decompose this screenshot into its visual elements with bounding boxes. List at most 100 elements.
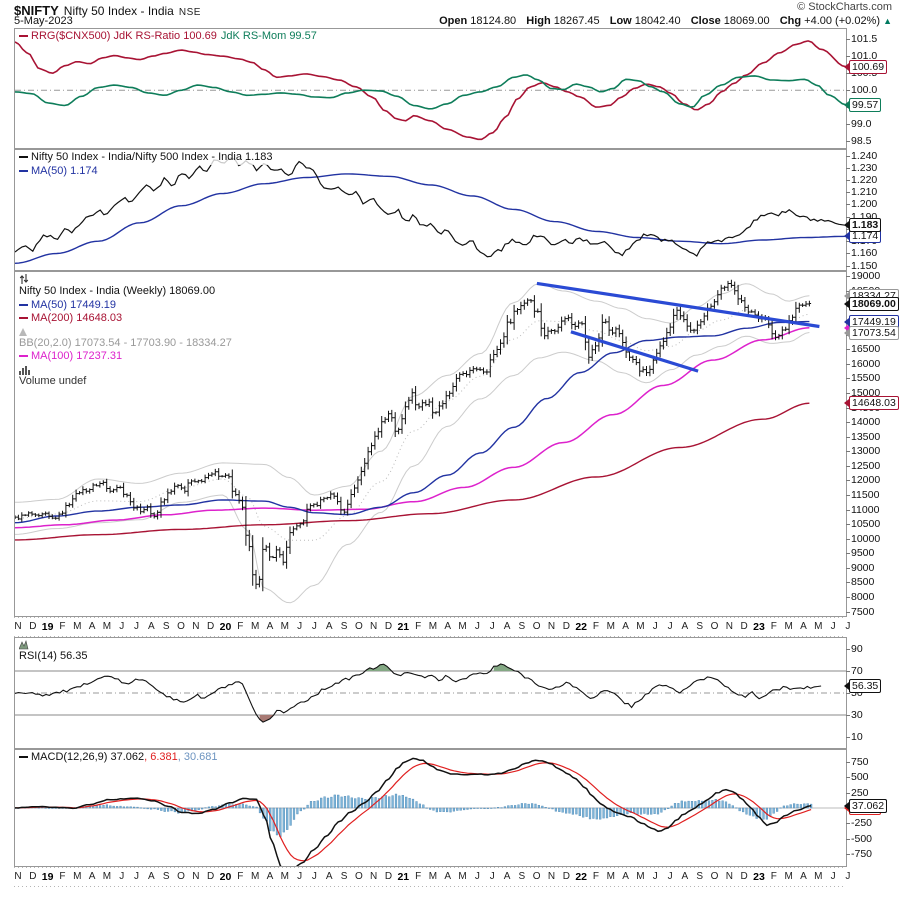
xaxis-month-label: J xyxy=(652,621,658,632)
xaxis-year-label: 22 xyxy=(575,621,587,633)
xaxis-month-label: A xyxy=(266,871,274,882)
panel-rsi: RSI(14) 56.35 xyxy=(14,637,847,749)
axis-tick-label: 7500 xyxy=(845,605,875,618)
macd-swatch-icon xyxy=(19,756,28,759)
xaxis-month-label: N xyxy=(547,871,556,882)
xaxis-month-label: A xyxy=(325,871,333,882)
xaxis-month-label: F xyxy=(592,871,600,882)
xaxis-month-label: A xyxy=(88,621,96,632)
chart-date: 5-May-2023 xyxy=(14,15,73,27)
axis-tick-label: 90 xyxy=(846,643,863,655)
axis-tick-label: 70 xyxy=(846,665,863,677)
axis-tick-label: 9000 xyxy=(845,561,875,574)
close-label: Close xyxy=(690,15,721,27)
xaxis-month-label: A xyxy=(444,621,452,632)
axis-tick-label: 11000 xyxy=(845,503,880,516)
macd-legend: MACD(12,26,9) 37.062, 6.381, 30.681 xyxy=(19,751,222,765)
xaxis-month-label: O xyxy=(710,621,719,632)
xaxis-month-label: S xyxy=(162,621,170,632)
rsi-icon xyxy=(19,640,29,650)
xaxis-month-label: N xyxy=(14,871,22,882)
candlestick-icon xyxy=(19,274,29,284)
xaxis-month-label: D xyxy=(29,871,37,882)
xaxis-month-label: J xyxy=(830,871,836,882)
xaxis-month-label: M xyxy=(636,871,645,882)
xaxis-month-label: O xyxy=(177,871,185,882)
axis-callout: 56.35 xyxy=(844,679,882,693)
xaxis-month-label: F xyxy=(415,871,422,882)
xaxis-month-label: M xyxy=(280,871,289,882)
xaxis-month-label: A xyxy=(800,621,807,632)
close-value: 18069.00 xyxy=(723,15,770,27)
ma100-label: MA(100) 17237.31 xyxy=(31,350,123,362)
xaxis-top: N D 19 F M A M J J A S O N D 20 F M A M J J A S O N D 21 F M A M J J A S O N… xyxy=(14,617,850,637)
xaxis-month-label: O xyxy=(177,621,185,632)
xaxis-month-label: N xyxy=(547,621,556,632)
price-legend: Nifty 50 Index - India (Weekly) 18069.00… xyxy=(19,273,236,388)
axis-tick-label: 16000 xyxy=(845,357,881,370)
xaxis-bottom: N D 19 F M A M J J A S O N D 20 F M A M J J A S O N D 21 F M A M J J A S O N… xyxy=(14,867,850,887)
xaxis-month-label: M xyxy=(458,871,467,882)
xaxis-year-label: 21 xyxy=(397,621,410,633)
xaxis-month-label: S xyxy=(340,871,348,882)
axis-tick-label: 12500 xyxy=(845,459,881,472)
axis-tick-label: 250 xyxy=(846,786,869,799)
panel-rrg: RRG($CNX500) JdK RS-Ratio 100.69 JdK RS-M… xyxy=(14,28,847,149)
axis-tick-label: 50 xyxy=(846,687,863,699)
axis-tick-label: 1.240 xyxy=(845,149,878,162)
axis-tick-label: 13000 xyxy=(845,445,881,458)
rrg-swatch-icon xyxy=(19,35,28,38)
axis-callout: 100.69 xyxy=(844,59,888,74)
price-axis: 1900018500180001750017000165001600015500… xyxy=(844,271,900,618)
price-main-label: Nifty 50 Index - India (Weekly) 18069.00 xyxy=(19,285,216,297)
open-value: 18124.80 xyxy=(470,15,517,27)
macd-axis: 7505002500-250-500-75030.6816.38137.062 xyxy=(844,750,900,868)
axis-tick-label: 99.0 xyxy=(845,118,872,131)
panel-macd: MACD(12,26,9) 37.062, 6.381, 30.681 xyxy=(14,749,847,867)
axis-tick-label: 15000 xyxy=(845,386,881,399)
ma50-label: MA(50) 17449.19 xyxy=(31,298,116,311)
xaxis-month-label: M xyxy=(606,621,615,632)
xaxis-month-label: O xyxy=(354,871,363,882)
rsi-label: RSI(14) 56.35 xyxy=(19,650,88,662)
xaxis-month-label: J xyxy=(489,621,495,632)
xaxis-month-label: N xyxy=(725,871,733,882)
ratio-ma-label: MA(50) 1.174 xyxy=(31,164,98,177)
axis-callout: 17073.54 xyxy=(844,325,899,340)
xaxis-month-label: M xyxy=(73,871,82,882)
axis-callout: 18069.00 xyxy=(844,296,899,311)
volume-label: Volume undef xyxy=(19,374,87,387)
axis-tick-label: 1.220 xyxy=(845,174,878,186)
xaxis-month-label: O xyxy=(710,871,719,882)
xaxis-month-label: D xyxy=(384,871,393,882)
xaxis-year-label: 20 xyxy=(219,871,232,883)
xaxis-month-label: D xyxy=(740,621,748,632)
xaxis-month-label: J xyxy=(297,871,303,882)
xaxis-month-label: J xyxy=(845,871,851,882)
ratio-ma-swatch-icon xyxy=(19,169,28,172)
xaxis-month-label: O xyxy=(354,621,363,632)
ma200-swatch-icon xyxy=(19,317,28,320)
xaxis-month-label: A xyxy=(503,871,511,882)
axis-callout: 17449.19 xyxy=(844,314,899,329)
xaxis-month-label: A xyxy=(800,871,807,882)
xaxis-month-label: D xyxy=(562,621,570,632)
xaxis-month-label: S xyxy=(696,621,704,632)
rrg-legend: RRG($CNX500) JdK RS-Ratio 100.69 JdK RS-M… xyxy=(19,30,321,44)
macd-plot xyxy=(15,757,846,866)
rrg-plot xyxy=(15,40,846,141)
price-plot xyxy=(15,279,820,604)
title-line: $NIFTY Nifty 50 Index - India NSE xyxy=(14,2,201,20)
high-value: 18267.45 xyxy=(553,15,600,27)
xaxis-month-label: N xyxy=(14,621,22,632)
xaxis-month-label: M xyxy=(250,621,260,632)
xaxis-month-label: S xyxy=(340,621,348,632)
xaxis-month-label: A xyxy=(444,871,452,882)
xaxis-month-label: F xyxy=(237,871,244,882)
xaxis-month-label: M xyxy=(250,871,260,882)
symbol: $NIFTY xyxy=(14,3,59,18)
xaxis-month-label: J xyxy=(474,621,480,632)
xaxis-month-label: F xyxy=(59,871,66,882)
xaxis-month-label: D xyxy=(207,871,215,882)
axis-tick-label: 14000 xyxy=(845,416,881,429)
